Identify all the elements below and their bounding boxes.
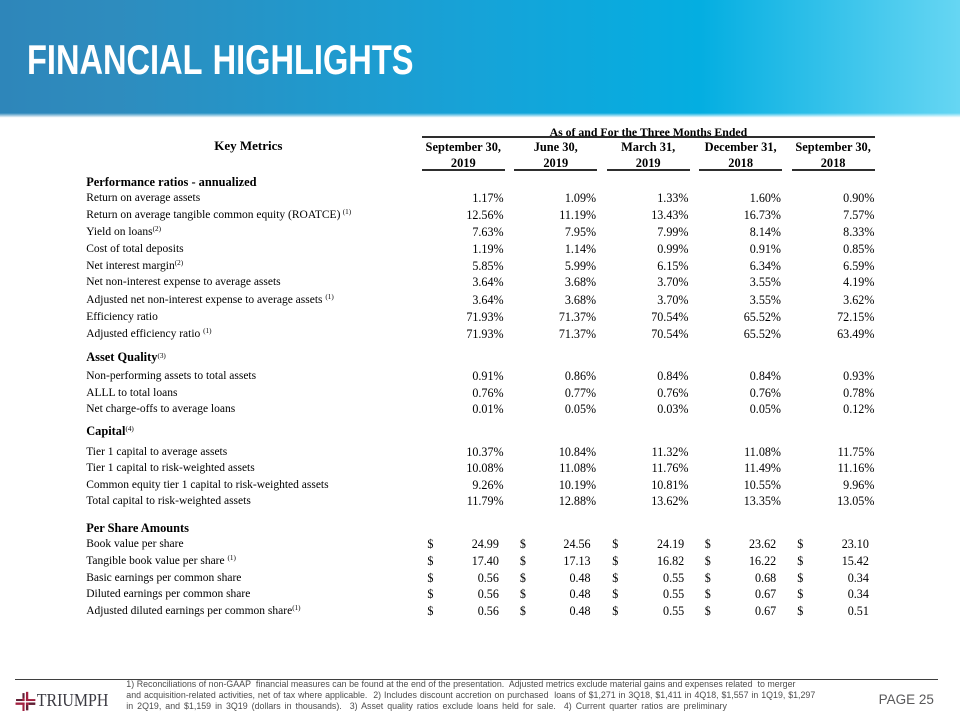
svg-text:TRIUMPH: TRIUMPH (37, 692, 109, 710)
